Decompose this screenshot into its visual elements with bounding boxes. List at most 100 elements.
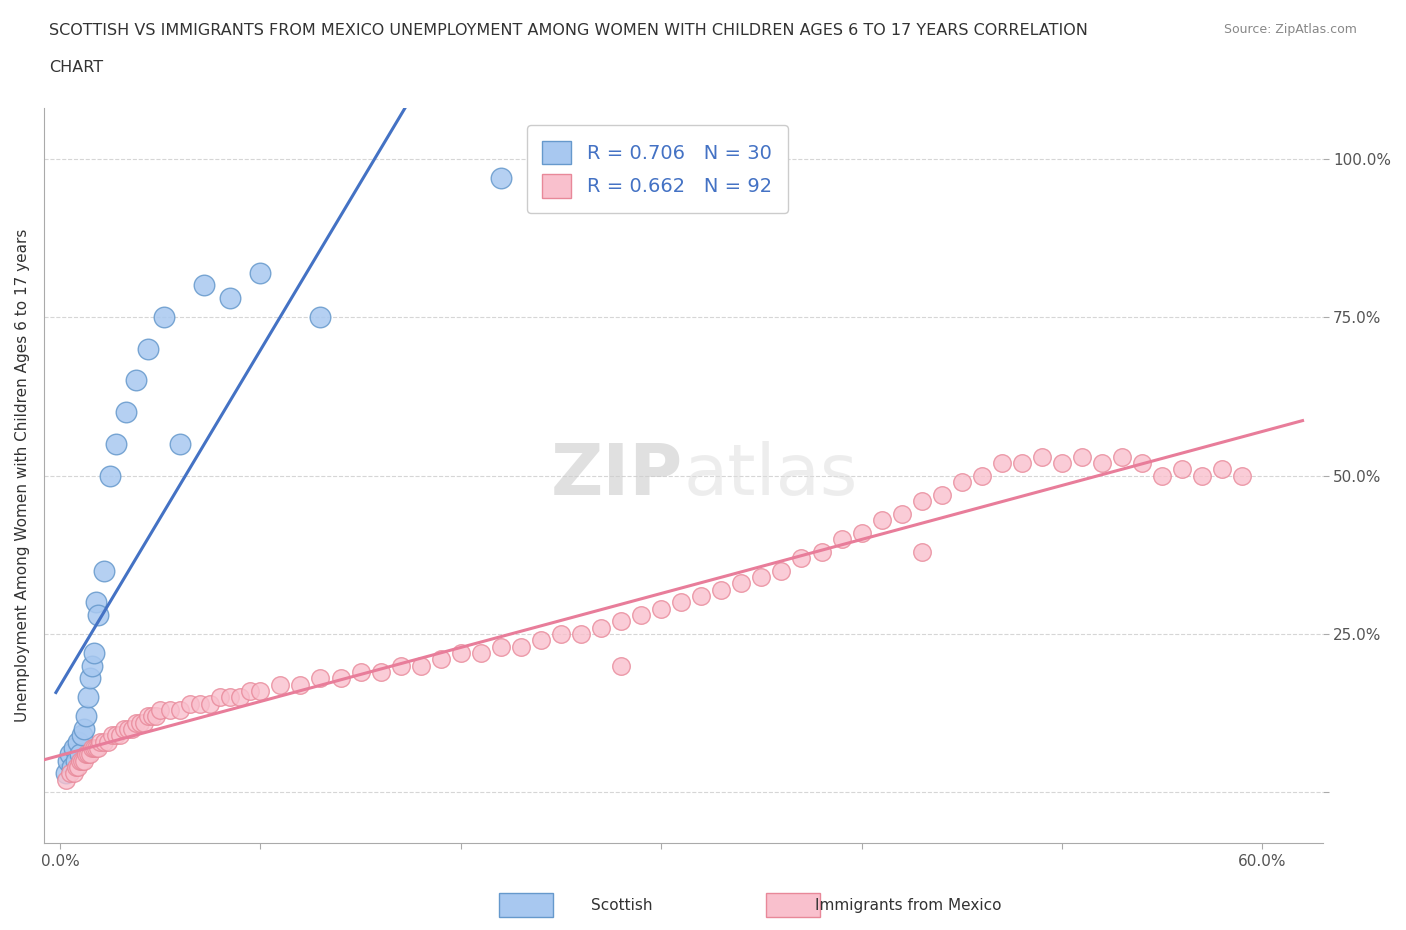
Point [409,658,432,673]
Point [710,582,733,597]
Point [470,645,492,660]
Point [1211,462,1233,477]
Point [831,531,853,546]
Point [75,747,97,762]
Point [55,766,77,781]
Point [129,715,152,730]
Point [589,620,612,635]
Point [239,684,262,698]
Point [125,715,148,730]
Point [70,728,93,743]
Text: Source: ZipAtlas.com: Source: ZipAtlas.com [1223,23,1357,36]
Text: SCOTTISH VS IMMIGRANTS FROM MEXICO UNEMPLOYMENT AMONG WOMEN WITH CHILDREN AGES 6: SCOTTISH VS IMMIGRANTS FROM MEXICO UNEMP… [49,23,1088,38]
Point [671,595,693,610]
Point [89,735,111,750]
Point [149,702,172,717]
Point [84,740,107,755]
Point [870,512,893,527]
Point [1071,449,1094,464]
Point [751,569,773,584]
Point [73,753,96,768]
Point [489,170,512,185]
Y-axis label: Unemployment Among Women with Children Ages 6 to 17 years: Unemployment Among Women with Children A… [15,229,30,723]
Point [121,722,143,737]
Point [911,494,934,509]
Point [1111,449,1133,464]
Point [630,607,652,622]
Point [450,645,472,660]
Point [145,709,167,724]
Point [429,652,451,667]
Point [66,760,89,775]
Point [970,468,993,483]
Point [509,639,531,654]
Text: Scottish: Scottish [591,897,652,912]
Point [136,709,159,724]
Legend: R = 0.706   N = 30, R = 0.662   N = 92: R = 0.706 N = 30, R = 0.662 N = 92 [527,125,787,213]
Point [98,468,121,483]
Point [136,341,159,356]
Point [79,747,101,762]
Point [730,576,752,591]
Point [69,747,91,762]
Point [550,627,572,642]
Point [179,697,201,711]
Point [60,760,83,775]
Point [169,702,191,717]
Point [141,709,163,724]
Point [950,474,973,489]
Point [125,373,148,388]
Point [105,728,128,743]
Point [209,690,232,705]
Point [229,690,252,705]
Point [87,607,110,622]
Text: Immigrants from Mexico: Immigrants from Mexico [815,897,1002,912]
Point [115,405,138,419]
Point [65,753,87,768]
Point [1091,456,1114,471]
Point [75,709,97,724]
Point [269,677,291,692]
Point [97,735,120,750]
Point [79,671,101,685]
Point [1130,456,1153,471]
Point [80,740,103,755]
Point [219,291,242,306]
Text: CHART: CHART [49,60,103,75]
Point [569,627,592,642]
Point [1152,468,1174,483]
Point [530,632,553,647]
Point [770,564,793,578]
Point [690,589,713,604]
Point [200,697,222,711]
Point [56,753,79,768]
Point [370,665,392,680]
Point [1011,456,1033,471]
Point [105,436,128,451]
Text: atlas: atlas [683,441,858,510]
Point [249,265,271,280]
Point [77,690,100,705]
Point [249,684,271,698]
Point [650,601,672,616]
Point [309,310,332,325]
Point [610,658,633,673]
Point [83,740,105,755]
Point [159,702,181,717]
Point [329,671,352,685]
Point [931,487,953,502]
Point [1232,468,1254,483]
Point [851,525,873,540]
Text: ZIP: ZIP [551,441,683,510]
Point [59,766,82,781]
Point [193,278,215,293]
Point [991,456,1014,471]
Point [108,728,131,743]
Point [87,740,110,755]
Point [70,753,93,768]
Point [610,614,633,629]
Point [93,564,115,578]
Point [911,544,934,559]
Point [153,310,176,325]
Point [309,671,332,685]
